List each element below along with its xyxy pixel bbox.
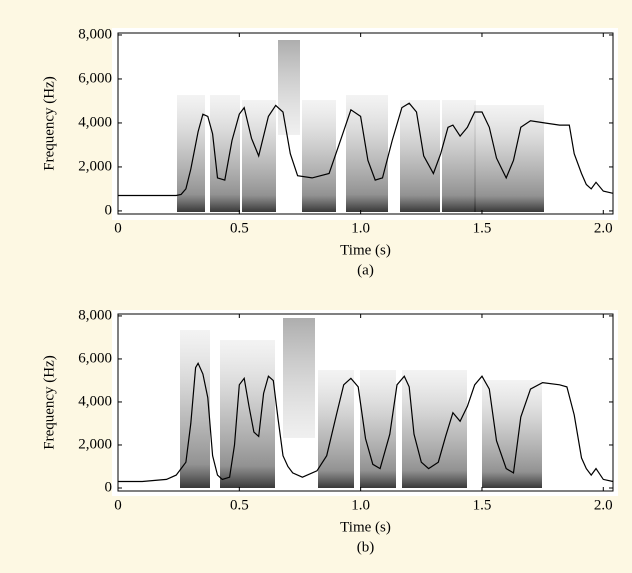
x-tick-label: 1.0 (351, 497, 370, 513)
y-tick-label: 8,000 (78, 307, 112, 323)
y-tick-label: 0 (105, 202, 113, 218)
x-tick-label: 2.0 (594, 220, 613, 236)
caption: (b) (357, 539, 375, 555)
plot-frame (117, 313, 614, 492)
y-tick-label: 2,000 (78, 158, 112, 174)
contour-line (118, 102, 614, 197)
x-tick-label: 0.5 (230, 497, 249, 513)
y-axis-label: Frequency (Hz) (41, 76, 57, 171)
x-tick-label: 1.5 (473, 220, 492, 236)
y-tick-label: 2,000 (78, 436, 112, 452)
x-tick-label: 0 (114, 497, 122, 513)
x-tick-label: 0 (114, 220, 122, 236)
y-tick-label: 6,000 (78, 70, 112, 86)
x-tick-label: 2.0 (594, 497, 613, 513)
plot-frame (117, 32, 614, 215)
x-axis-label: Time (s) (340, 242, 391, 258)
y-tick-label: 4,000 (78, 114, 112, 130)
y-tick-label: 4,000 (78, 393, 112, 409)
caption: (a) (357, 262, 374, 278)
y-axis-label: Frequency (Hz) (41, 355, 57, 450)
x-tick-label: 1.0 (351, 220, 370, 236)
x-axis-label: Time (s) (340, 519, 391, 535)
contour-line (118, 361, 614, 483)
x-tick-label: 0.5 (230, 220, 249, 236)
x-tick-label: 1.5 (473, 497, 492, 513)
y-tick-label: 8,000 (78, 26, 112, 42)
spectrogram-b (180, 318, 542, 488)
y-tick-label: 6,000 (78, 350, 112, 366)
y-tick-label: 0 (105, 479, 113, 495)
